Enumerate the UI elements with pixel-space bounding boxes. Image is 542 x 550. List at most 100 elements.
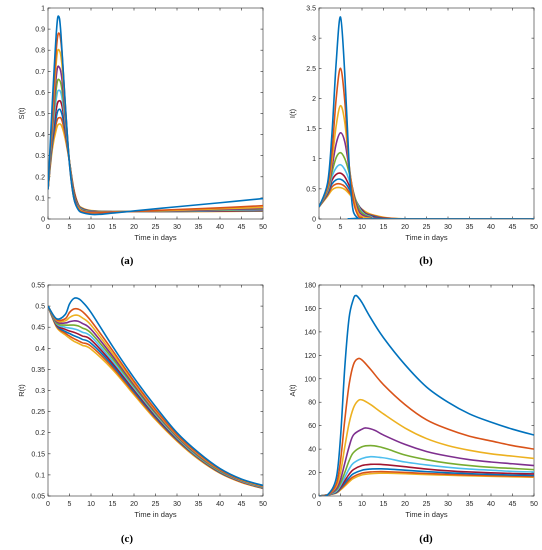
x-tick-label: 25 bbox=[152, 224, 160, 231]
x-tick-label: 35 bbox=[195, 501, 203, 508]
y-tick-label: 3 bbox=[312, 36, 316, 43]
x-tick-label: 15 bbox=[109, 501, 117, 508]
y-tick-label: 0.05 bbox=[31, 494, 45, 501]
x-tick-label: 5 bbox=[68, 224, 72, 231]
series-line-6 bbox=[319, 455, 534, 496]
series-line-5 bbox=[319, 444, 534, 496]
y-tick-label: 2.5 bbox=[306, 66, 316, 73]
x-tick-label: 0 bbox=[317, 501, 321, 508]
y-tick-label: 3.5 bbox=[306, 6, 316, 13]
y-axis-label: A(t) bbox=[288, 384, 297, 397]
y-tick-label: 0.6 bbox=[35, 90, 45, 97]
x-tick-label: 50 bbox=[259, 501, 267, 508]
y-tick-label: 0.8 bbox=[35, 48, 45, 55]
y-tick-label: 160 bbox=[304, 306, 316, 313]
y-tick-label: 0.4 bbox=[35, 346, 45, 353]
y-tick-label: 140 bbox=[304, 329, 316, 336]
plot-area-b bbox=[318, 7, 535, 220]
y-tick-label: 0.15 bbox=[31, 451, 45, 458]
series-line-7 bbox=[319, 172, 534, 219]
x-tick-label: 0 bbox=[46, 501, 50, 508]
y-tick-label: 0 bbox=[312, 217, 316, 224]
x-tick-label: 10 bbox=[358, 224, 366, 231]
y-tick-label: 120 bbox=[304, 353, 316, 360]
y-tick-label: 0.2 bbox=[35, 430, 45, 437]
chart-panel-c: 0 5 10 15 20 25 30 35 40 45 50 0.05 0.1 0.15 0.2 0.25 0.… bbox=[17, 283, 267, 520]
chart-panel-a: 0 5 10 15 20 25 30 35 40 45 50 0 0.1 0.2 0.3 0.4 0.5 0.6 0… bbox=[17, 6, 267, 243]
y-tick-label: 20 bbox=[308, 470, 316, 477]
x-tick-label: 40 bbox=[216, 224, 224, 231]
panel-label-c: (c) bbox=[120, 533, 134, 545]
y-tick-label: 0.1 bbox=[35, 195, 45, 202]
series-group-a bbox=[48, 15, 263, 216]
panel-label-a: (a) bbox=[120, 255, 134, 267]
y-tick-label: 0 bbox=[312, 494, 316, 501]
x-axis-label: Time in days bbox=[405, 233, 447, 242]
x-tick-label: 5 bbox=[339, 501, 343, 508]
series-line-1 bbox=[48, 15, 263, 216]
y-axis-label: I(t) bbox=[288, 108, 297, 118]
x-tick-label: 15 bbox=[380, 501, 388, 508]
y-tick-label: 0.1 bbox=[35, 472, 45, 479]
y-tick-label: 2 bbox=[312, 96, 316, 103]
x-tick-label: 20 bbox=[130, 501, 138, 508]
series-line-4 bbox=[319, 427, 534, 496]
x-tick-label: 50 bbox=[259, 224, 267, 231]
y-tick-label: 0.3 bbox=[35, 153, 45, 160]
y-tick-label: 0.5 bbox=[35, 304, 45, 311]
y-tick-label: 1 bbox=[312, 156, 316, 163]
y-tick-label: 100 bbox=[304, 376, 316, 383]
x-axis-label: Time in days bbox=[134, 233, 176, 242]
y-tick-label: 0 bbox=[41, 217, 45, 224]
x-tick-label: 10 bbox=[358, 501, 366, 508]
x-axis-label: Time in days bbox=[405, 510, 447, 519]
panel-label-d: (d) bbox=[419, 533, 433, 545]
x-tick-label: 25 bbox=[423, 224, 431, 231]
y-tick-label: 0.5 bbox=[306, 186, 316, 193]
y-tick-label: 1.5 bbox=[306, 126, 316, 133]
x-tick-label: 10 bbox=[87, 224, 95, 231]
series-line-1 bbox=[48, 297, 263, 487]
x-tick-label: 35 bbox=[195, 224, 203, 231]
y-tick-label: 0.4 bbox=[35, 132, 45, 139]
series-line-1 bbox=[319, 294, 534, 496]
x-tick-label: 10 bbox=[87, 501, 95, 508]
x-tick-label: 45 bbox=[238, 501, 246, 508]
y-tick-label: 0.7 bbox=[35, 69, 45, 76]
x-tick-label: 40 bbox=[487, 501, 495, 508]
x-tick-label: 30 bbox=[444, 501, 452, 508]
x-tick-label: 30 bbox=[444, 224, 452, 231]
y-tick-label: 60 bbox=[308, 423, 316, 430]
x-tick-label: 30 bbox=[173, 224, 181, 231]
series-line-7 bbox=[319, 463, 534, 496]
series-line-3 bbox=[319, 398, 534, 496]
x-tick-label: 15 bbox=[380, 224, 388, 231]
y-tick-label: 0.2 bbox=[35, 174, 45, 181]
series-group-c bbox=[48, 297, 263, 490]
x-tick-label: 40 bbox=[216, 501, 224, 508]
x-tick-label: 25 bbox=[152, 501, 160, 508]
x-tick-label: 5 bbox=[339, 224, 343, 231]
y-tick-label: 40 bbox=[308, 447, 316, 454]
x-tick-label: 50 bbox=[530, 501, 538, 508]
x-tick-label: 50 bbox=[530, 224, 538, 231]
x-tick-label: 40 bbox=[487, 224, 495, 231]
panel-label-b: (b) bbox=[419, 255, 433, 267]
x-tick-label: 20 bbox=[401, 224, 409, 231]
x-tick-label: 35 bbox=[466, 501, 474, 508]
series-line-1 bbox=[319, 16, 534, 219]
x-tick-label: 0 bbox=[317, 224, 321, 231]
x-tick-label: 5 bbox=[68, 501, 72, 508]
series-line-2 bbox=[48, 305, 263, 487]
x-tick-label: 45 bbox=[238, 224, 246, 231]
x-tick-label: 25 bbox=[423, 501, 431, 508]
series-line-2 bbox=[319, 357, 534, 496]
y-axis-label: R(t) bbox=[17, 384, 26, 397]
y-tick-label: 0.55 bbox=[31, 283, 45, 290]
y-tick-label: 0.5 bbox=[35, 111, 45, 118]
y-tick-label: 0.9 bbox=[35, 27, 45, 34]
series-line-8 bbox=[319, 178, 534, 219]
chart-panel-b: 0 5 10 15 20 25 30 35 40 45 50 0 0.5 1 1.5 2 2.5 3 3.5 Time… bbox=[288, 6, 538, 243]
x-tick-label: 45 bbox=[509, 501, 517, 508]
y-tick-label: 1 bbox=[41, 6, 45, 13]
